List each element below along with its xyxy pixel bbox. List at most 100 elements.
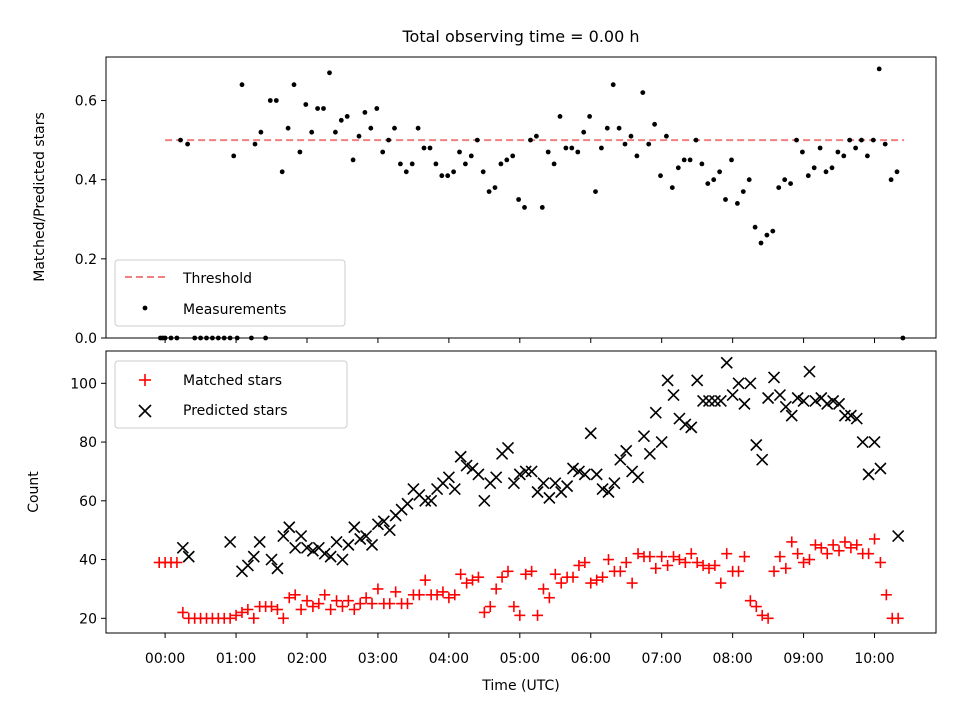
matched-point [401, 598, 413, 610]
measurement-point [746, 177, 752, 183]
predicted-point [360, 529, 373, 543]
predicted-point [295, 529, 308, 543]
count-y-tick-label: 60 [79, 494, 97, 510]
measurement-point [870, 137, 876, 143]
matched-point [419, 574, 431, 586]
measurement-point [604, 125, 610, 131]
predicted-point [791, 391, 804, 405]
measurement-point [380, 149, 386, 155]
measurement-point [291, 82, 297, 88]
measurement-point [510, 153, 516, 159]
measurement-point [581, 129, 587, 135]
measurement-point [415, 125, 421, 131]
predicted-point [247, 550, 260, 563]
matched-point [248, 612, 260, 624]
measurement-point [865, 153, 870, 159]
predicted-point [182, 550, 195, 563]
predicted-point [892, 529, 905, 543]
matched-point [839, 536, 851, 548]
matched-point [266, 601, 278, 613]
matched-legend-label: Matched stars [183, 373, 282, 389]
predicted-point [614, 453, 627, 466]
matched-point [679, 557, 691, 568]
matched-point [738, 551, 750, 563]
count-plot-frame [105, 350, 937, 634]
predicted-point [507, 477, 520, 490]
measurement-point [876, 66, 882, 72]
measurement-point [622, 141, 628, 147]
measurement-point [504, 157, 510, 163]
measurement-point [776, 185, 782, 191]
matched-point [803, 554, 815, 566]
predicted-point [596, 482, 609, 496]
measurement-point [297, 149, 303, 155]
matched-point [342, 595, 354, 607]
matched-point [478, 606, 490, 618]
measurement-point [835, 149, 841, 155]
matched-point [236, 606, 248, 618]
measurement-point [551, 161, 557, 167]
matched-point [354, 598, 366, 610]
matched-point [744, 595, 756, 607]
measurement-point [646, 141, 652, 147]
matched-point [703, 562, 715, 574]
predicted-point [691, 374, 704, 387]
count-y-tick-label: 40 [79, 553, 97, 569]
predicted-point [862, 468, 875, 481]
matched-point [874, 557, 886, 568]
measurement-point [231, 153, 237, 159]
count-x-axis-label: Time (UTC) [481, 678, 559, 694]
matched-point [520, 568, 532, 580]
predicted-point [744, 377, 757, 390]
matched-point [319, 589, 331, 601]
predicted-point [442, 471, 455, 484]
measurement-point [486, 189, 492, 195]
matched-point [502, 565, 514, 577]
measurement-point [752, 224, 758, 230]
count-y-axis: 20 40 60 80 100 [70, 376, 106, 627]
measurement-point [267, 98, 273, 103]
measurement-point [599, 145, 604, 151]
count-y-tick-label: 80 [79, 435, 97, 451]
measurement-point [498, 161, 504, 167]
measurement-point [344, 114, 350, 119]
measurement-point [764, 232, 770, 238]
predicted-point [513, 468, 526, 481]
matched-point [685, 548, 697, 560]
matched-point [715, 577, 727, 589]
measurement-point [693, 137, 699, 143]
predicted-point [809, 394, 822, 408]
measurement-point [705, 181, 711, 187]
predicted-point [661, 374, 674, 387]
matched-point [750, 601, 762, 613]
predicted-point [566, 462, 580, 475]
predicted-point [448, 482, 461, 496]
matched-point [809, 539, 821, 551]
predicted-point [738, 397, 751, 410]
measurement-point [392, 125, 397, 131]
matched-point [673, 554, 685, 566]
matched-point [372, 583, 384, 595]
matched-point [650, 562, 662, 574]
measurement-point [398, 161, 403, 167]
ratio-y-tick-label: 0.6 [75, 94, 97, 110]
measurement-point [658, 173, 663, 179]
count-x-axis: 00:00 01:00 02:00 03:00 04:00 05:00 06:00 07:00… [145, 633, 895, 667]
predicted-point [584, 427, 597, 440]
predicted-point [850, 412, 863, 425]
measurement-point [252, 141, 258, 147]
count-y-tick-label: 100 [70, 376, 97, 392]
predicted-point [620, 444, 633, 457]
predicted-point [637, 430, 651, 443]
measurement-point [421, 145, 427, 151]
measurement-point [882, 141, 888, 147]
predicted-point [631, 471, 645, 484]
matched-point [413, 589, 425, 601]
predicted-point [643, 447, 656, 460]
matched-point [177, 606, 189, 618]
predicted-point [821, 397, 834, 410]
predicted-point [702, 394, 716, 408]
predicted-point [714, 394, 727, 408]
measurement-point [539, 205, 545, 210]
